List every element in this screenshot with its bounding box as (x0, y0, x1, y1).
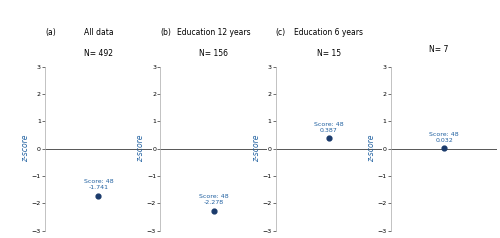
Point (94, 194, 102, 198)
Text: N= 7: N= 7 (429, 45, 448, 54)
Point (210, 209, 218, 213)
Text: All data: All data (84, 28, 113, 37)
Y-axis label: z-score: z-score (136, 135, 145, 163)
Point (440, 146, 448, 150)
Text: N= 15: N= 15 (317, 50, 341, 59)
Text: Score: 48
-1.741: Score: 48 -1.741 (84, 179, 113, 190)
Y-axis label: z-score: z-score (252, 135, 260, 163)
Text: Score: 48
0.032: Score: 48 0.032 (430, 132, 459, 143)
Text: (b): (b) (160, 28, 171, 37)
Text: (a): (a) (45, 28, 56, 37)
Point (325, 136, 333, 140)
Text: N= 492: N= 492 (84, 50, 113, 59)
Text: (c): (c) (276, 28, 285, 37)
Y-axis label: z-score: z-score (21, 135, 30, 163)
Text: N= 156: N= 156 (199, 50, 228, 59)
Text: Score: 48
0.387: Score: 48 0.387 (314, 122, 344, 133)
Text: Education 6 years: Education 6 years (294, 28, 364, 37)
Text: Score: 48
-2.278: Score: 48 -2.278 (199, 194, 228, 205)
Y-axis label: z-score: z-score (367, 135, 376, 163)
Text: Education 12 years: Education 12 years (177, 28, 250, 37)
